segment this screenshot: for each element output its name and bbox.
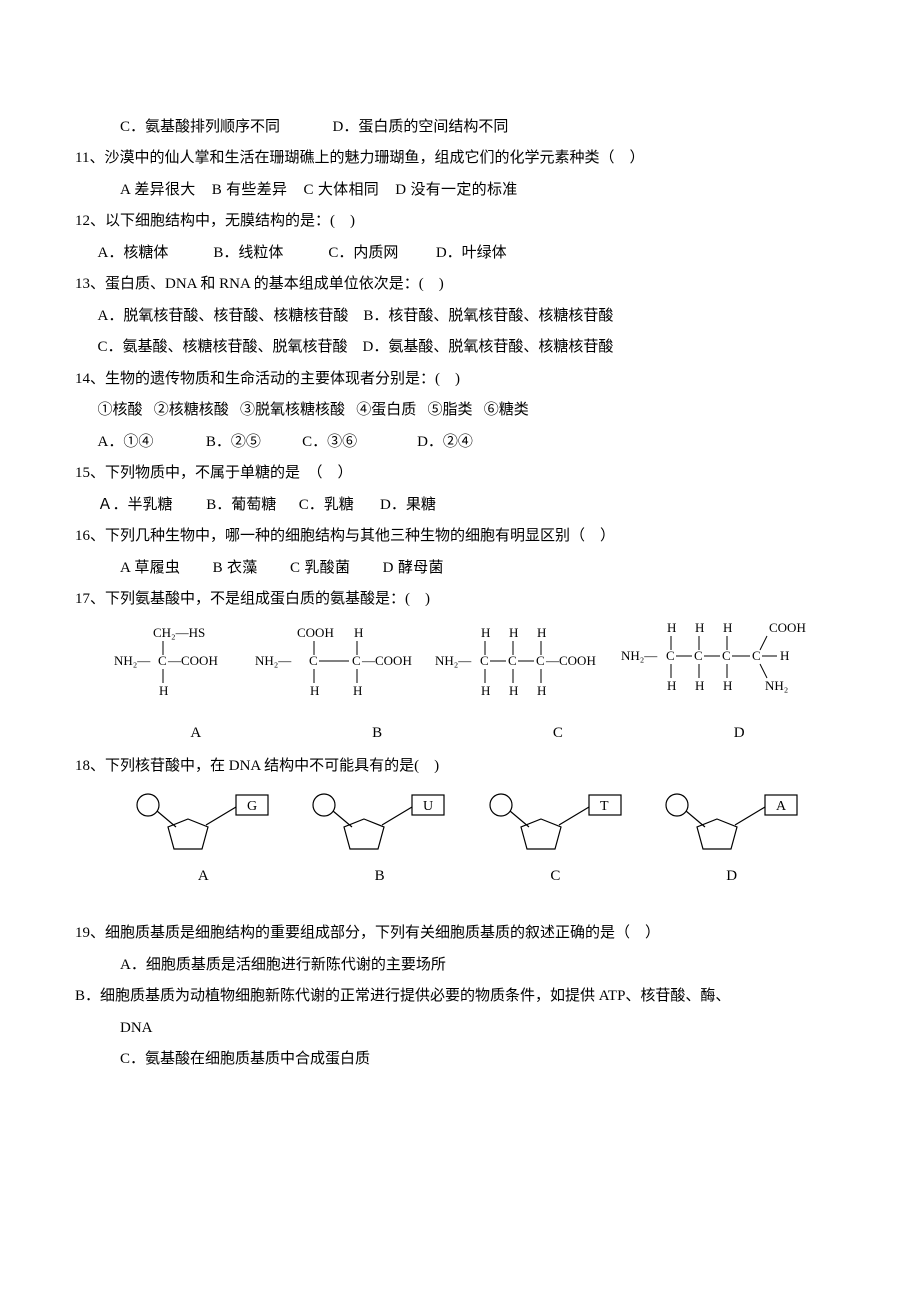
q14-subitems: ①核酸 ②核糖核酸 ③脱氧核糖核酸 ④蛋白质 ⑤脂类 ⑥糖类 (75, 395, 860, 427)
q10-options-cd: C．氨基酸排列顺序不同 D．蛋白质的空间结构不同 (75, 80, 860, 143)
q17-molecule-b: COOH H NH₂— C C —COOH H H (249, 625, 424, 700)
q18-nucleotide-c: T (481, 789, 631, 861)
q16-options: A 草履虫 B 衣藻 C 乳酸菌 D 酵母菌 (75, 553, 860, 585)
svg-text:U: U (423, 799, 433, 814)
q16-stem: 16、下列几种生物中，哪一种的细胞结构与其他三种生物的细胞有明显区别（ ） (75, 521, 860, 553)
q18-labels: A B C D (115, 861, 820, 893)
q13-options-ab: A．脱氧核苷酸、核苷酸、核糖核苷酸 B．核苷酸、脱氧核苷酸、核糖核苷酸 (75, 301, 860, 333)
svg-text:H: H (723, 678, 732, 693)
svg-text:A: A (776, 799, 787, 814)
svg-text:NH₂—: NH₂— (255, 653, 292, 668)
svg-text:G: G (247, 799, 257, 814)
q18-nucleotide-a: G (128, 789, 278, 861)
q17-molecule-row: CH₂—HS NH₂— C —COOH H COOH H NH₂— C C —C… (105, 620, 830, 700)
q11-options: A 差异很大 B 有些差异 C 大体相同 D 没有一定的标准 (75, 175, 860, 207)
svg-text:C: C (694, 648, 703, 663)
svg-text:C: C (480, 653, 489, 668)
q19-opt-c: C．氨基酸在细胞质基质中合成蛋白质 (75, 1044, 860, 1076)
q17-label-d: D (734, 718, 745, 750)
svg-text:COOH: COOH (297, 625, 334, 640)
q17-labels: A B C D (105, 718, 830, 750)
svg-text:H: H (353, 683, 362, 698)
q18-label-d: D (726, 861, 737, 893)
svg-text:H: H (667, 678, 676, 693)
svg-text:H: H (537, 683, 546, 698)
svg-text:H: H (695, 678, 704, 693)
q17-label-b: B (372, 718, 382, 750)
q17-molecule-a: CH₂—HS NH₂— C —COOH H (108, 625, 243, 700)
svg-text:C: C (309, 653, 318, 668)
svg-text:—COOH: —COOH (167, 653, 218, 668)
svg-text:H: H (481, 683, 490, 698)
svg-text:H: H (509, 625, 518, 640)
q17-label-a: A (190, 718, 201, 750)
svg-text:CH₂—HS: CH₂—HS (153, 625, 205, 640)
svg-text:C: C (752, 648, 761, 663)
q17-stem: 17、下列氨基酸中，不是组成蛋白质的氨基酸是：( ) (75, 584, 860, 616)
svg-text:C: C (722, 648, 731, 663)
q17-label-c: C (553, 718, 563, 750)
q18-nucleotide-row: G U T A (115, 789, 820, 861)
svg-text:C: C (508, 653, 517, 668)
q13-stem: 13、蛋白质、DNA 和 RNA 的基本组成单位依次是：( ) (75, 269, 860, 301)
q15-stem: 15、下列物质中，不属于单糖的是 （ ） (75, 458, 860, 490)
svg-text:NH₂—: NH₂— (435, 653, 472, 668)
q12-stem: 12、以下细胞结构中，无膜结构的是：( ) (75, 206, 860, 238)
q19-opt-a: A．细胞质基质是活细胞进行新陈代谢的主要场所 (75, 950, 860, 982)
svg-text:H: H (667, 620, 676, 635)
q19-opt-b: B．细胞质基质为动植物细胞新陈代谢的正常进行提供必要的物质条件，如提供 ATP、… (75, 981, 860, 1013)
q17-molecule-d: H H H COOH NH₂— C C C C H H H H NH₂ (617, 620, 827, 700)
svg-text:—COOH: —COOH (361, 653, 412, 668)
svg-text:H: H (310, 683, 319, 698)
q12-options: A．核糖体 B．线粒体 C．内质网 D．叶绿体 (75, 238, 860, 270)
q10-opt-d: D．蛋白质的空间结构不同 (333, 119, 509, 135)
svg-text:NH₂: NH₂ (765, 678, 788, 693)
q13-options-cd: C．氨基酸、核糖核苷酸、脱氧核苷酸 D．氨基酸、脱氧核苷酸、核糖核苷酸 (75, 332, 860, 364)
svg-text:C: C (352, 653, 361, 668)
q19-stem: 19、细胞质基质是细胞结构的重要组成部分，下列有关细胞质基质的叙述正确的是（ ） (75, 918, 860, 950)
svg-text:T: T (600, 799, 609, 814)
q11-stem: 11、沙漠中的仙人掌和生活在珊瑚礁上的魅力珊瑚鱼，组成它们的化学元素种类（ ） (75, 143, 860, 175)
q18-label-b: B (375, 861, 385, 893)
q18-stem: 18、下列核苷酸中，在 DNA 结构中不可能具有的是( ) (75, 751, 860, 783)
q18-label-c: C (550, 861, 560, 893)
svg-text:H: H (695, 620, 704, 635)
q19-opt-b-cont: DNA (75, 1013, 860, 1045)
svg-text:NH₂—: NH₂— (114, 653, 151, 668)
svg-text:C: C (536, 653, 545, 668)
svg-text:C: C (666, 648, 675, 663)
q18-nucleotide-b: U (304, 789, 454, 861)
svg-text:H: H (509, 683, 518, 698)
svg-text:H: H (780, 648, 789, 663)
svg-text:H: H (723, 620, 732, 635)
svg-text:C: C (158, 653, 167, 668)
q18-label-a: A (198, 861, 209, 893)
q14-stem: 14、生物的遗传物质和生命活动的主要体现者分别是：( ) (75, 364, 860, 396)
q17-molecule-c: H H H NH₂— C C C —COOH H H H (431, 625, 611, 700)
q14-options: A．①④ B．②⑤ C．③⑥ D．②④ (75, 427, 860, 459)
q15-options: Ａ．半乳糖 B．葡萄糖 C．乳糖 D．果糖 (75, 490, 860, 522)
q18-nucleotide-d: A (657, 789, 807, 861)
svg-text:H: H (354, 625, 363, 640)
svg-text:H: H (481, 625, 490, 640)
svg-text:H: H (159, 683, 168, 698)
q10-opt-c: C．氨基酸排列顺序不同 (120, 119, 280, 135)
svg-text:NH₂—: NH₂— (621, 648, 658, 663)
svg-text:—COOH: —COOH (545, 653, 596, 668)
svg-text:H: H (537, 625, 546, 640)
svg-text:COOH: COOH (769, 620, 806, 635)
